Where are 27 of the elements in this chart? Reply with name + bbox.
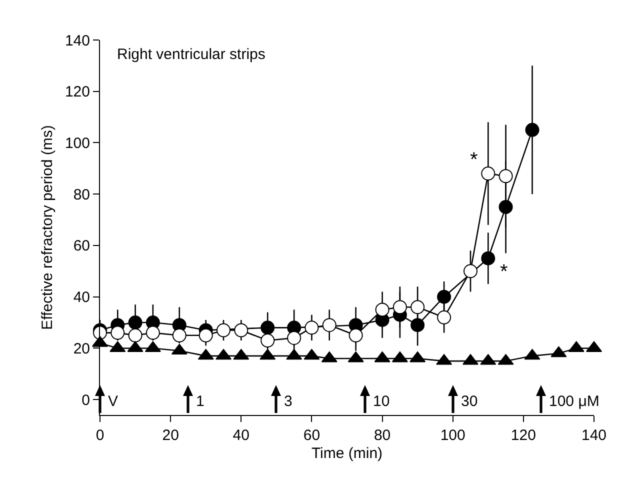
annotation: 3 xyxy=(284,393,292,410)
y-tick-label: 0 xyxy=(82,392,90,409)
annotation: 30 xyxy=(461,393,478,410)
annotation: 100 μM xyxy=(549,393,600,410)
x-tick-label: 80 xyxy=(374,427,391,444)
x-tick-label: 60 xyxy=(303,427,320,444)
y-tick-label: 140 xyxy=(64,32,90,50)
x-tick-label: 40 xyxy=(232,427,250,444)
annotation: * xyxy=(470,149,478,171)
x-tick-label: 0 xyxy=(96,427,104,444)
annotation: * xyxy=(500,261,508,283)
annotation: 10 xyxy=(373,393,390,410)
y-tick-label: 80 xyxy=(73,186,90,204)
x-tick-label: 120 xyxy=(510,427,536,444)
x-axis-title: Time (min) xyxy=(311,445,383,462)
annotation: 1 xyxy=(196,393,204,410)
y-axis-title: Effective refractory period (ms) xyxy=(39,125,56,330)
y-tick-label: 100 xyxy=(64,134,90,152)
x-tick-label: 20 xyxy=(162,427,179,444)
annotation: V xyxy=(108,393,118,410)
y-tick-label: 120 xyxy=(64,84,90,101)
chart-title: Right ventricular strips xyxy=(117,46,266,63)
y-tick-label: 40 xyxy=(73,289,90,306)
y-tick-label: 60 xyxy=(73,238,90,255)
x-tick-label: 100 xyxy=(440,427,466,444)
y-tick-label: 20 xyxy=(73,340,90,358)
x-tick-label: 140 xyxy=(581,427,607,444)
